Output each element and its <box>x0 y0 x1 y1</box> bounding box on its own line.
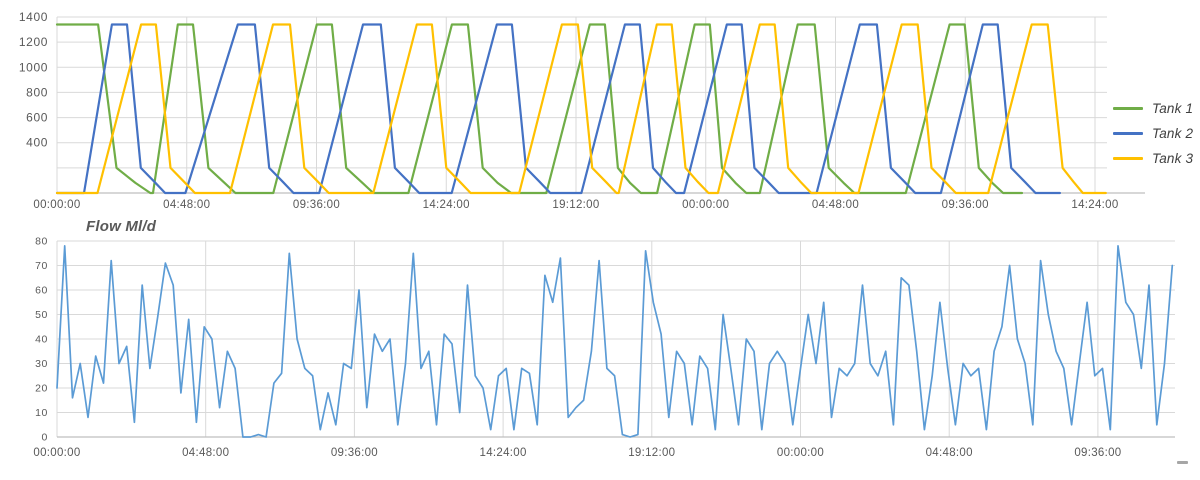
corner-resize-dash <box>1177 461 1188 464</box>
y-tick-label: 60 <box>35 285 48 297</box>
x-tick-label: 00:00:00 <box>33 447 80 459</box>
x-tick-label: 19:12:00 <box>628 447 675 459</box>
flow-chart-title: Flow Ml/d <box>86 218 157 235</box>
y-tick-label: 800 <box>26 85 48 99</box>
y-tick-label: 10 <box>35 407 48 419</box>
tank2-series-line <box>55 23 1062 195</box>
tank3-series-line <box>55 23 1107 195</box>
x-tick-label: 14:24:00 <box>480 447 527 459</box>
y-tick-label: 600 <box>26 111 48 125</box>
legend-label: Tank 3 <box>1152 151 1194 166</box>
y-tick-label: 80 <box>35 236 48 248</box>
x-tick-label: 04:48:00 <box>163 199 210 211</box>
y-tick-label: 40 <box>35 334 48 346</box>
y-tick-label: 1000 <box>19 60 48 74</box>
x-tick-label: 09:36:00 <box>293 199 340 211</box>
y-tick-label: 50 <box>35 309 48 321</box>
y-tick-label: 0 <box>42 432 48 444</box>
legend-line-swatch <box>1113 157 1143 160</box>
y-tick-label: 20 <box>35 383 48 395</box>
x-tick-label: 00:00:00 <box>33 199 80 211</box>
legend-entry: Tank 3 <box>1113 146 1193 171</box>
x-tick-label: 09:36:00 <box>331 447 378 459</box>
x-tick-label: 14:24:00 <box>423 199 470 211</box>
legend-line-swatch <box>1113 107 1143 110</box>
x-tick-label: 19:12:00 <box>552 199 599 211</box>
flow-series-line <box>56 245 1174 438</box>
y-tick-label: 400 <box>26 136 48 150</box>
x-tick-label: 00:00:00 <box>682 199 729 211</box>
legend-entry: Tank 1 <box>1113 96 1193 121</box>
legend-line-swatch <box>1113 132 1143 135</box>
x-tick-label: 04:48:00 <box>182 447 229 459</box>
y-tick-label: 30 <box>35 358 48 370</box>
x-tick-label: 00:00:00 <box>777 447 824 459</box>
y-tick-label: 70 <box>35 260 48 272</box>
x-tick-label: 04:48:00 <box>926 447 973 459</box>
x-tick-label: 14:24:00 <box>1071 199 1118 211</box>
legend: Tank 1 Tank 2 Tank 3 <box>1113 96 1193 171</box>
legend-entry: Tank 2 <box>1113 121 1193 146</box>
y-tick-label: 1200 <box>19 35 48 49</box>
x-tick-label: 09:36:00 <box>1074 447 1121 459</box>
x-tick-label: 04:48:00 <box>812 199 859 211</box>
legend-label: Tank 1 <box>1152 101 1194 116</box>
y-tick-label: 1400 <box>19 10 48 24</box>
tank1-series-line <box>55 23 1024 195</box>
legend-label: Tank 2 <box>1152 126 1194 141</box>
x-tick-label: 09:36:00 <box>942 199 989 211</box>
